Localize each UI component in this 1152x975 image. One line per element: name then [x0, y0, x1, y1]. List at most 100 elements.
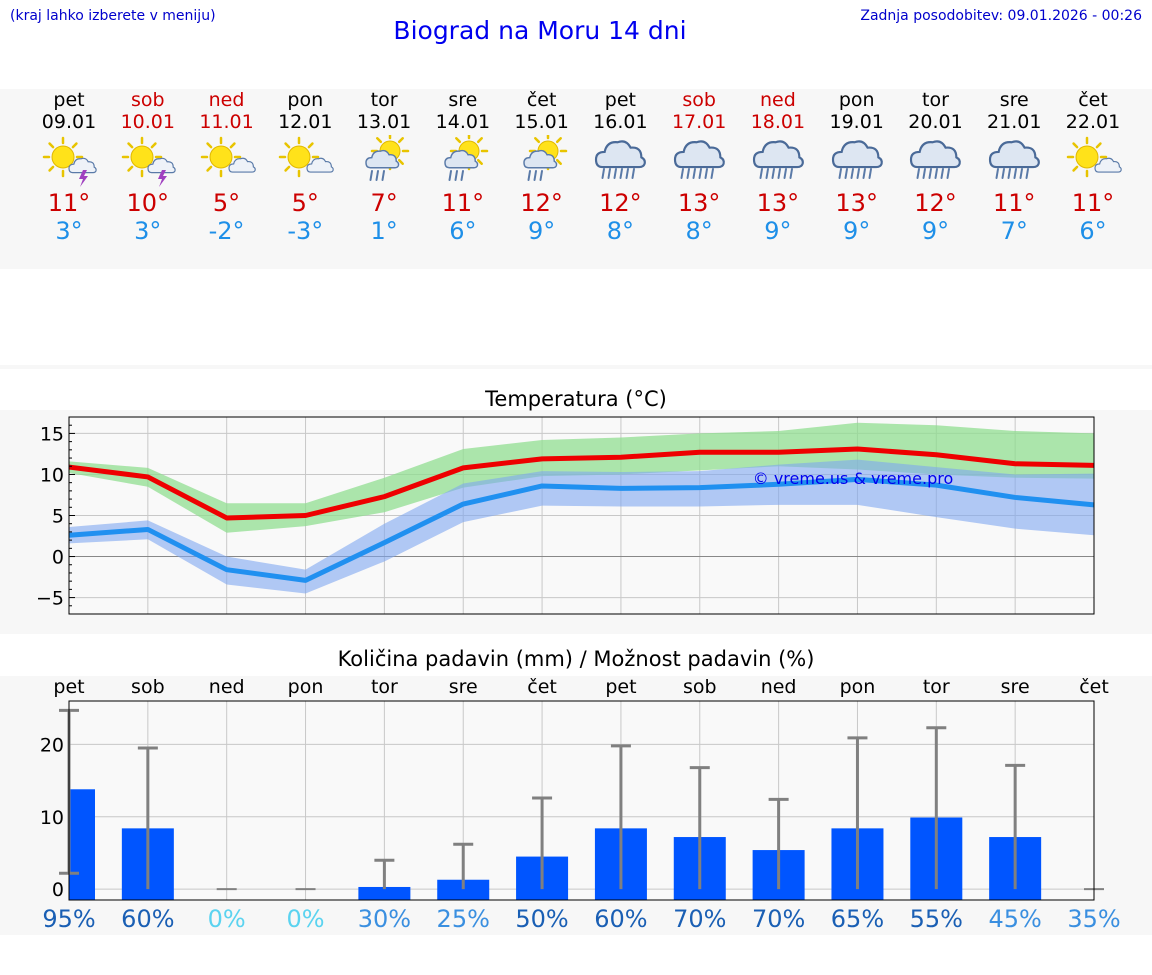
day-column: sre 21.01 11° 7°	[975, 89, 1053, 245]
day-name: pet	[53, 89, 85, 111]
forecast-band	[0, 89, 1152, 269]
x-category-label: čet	[527, 676, 557, 698]
plot-frame	[68, 700, 1095, 901]
day-temp-max: 11°	[1071, 189, 1115, 217]
day-column: pet 16.01 12° 8°	[581, 89, 659, 245]
y-tick-label: 10	[40, 807, 64, 829]
day-temp-min: 6°	[1079, 217, 1107, 245]
cloud-rain-icon	[827, 135, 887, 189]
sun-cloud-icon	[197, 135, 257, 189]
precip-probability: 70%	[752, 905, 805, 933]
day-name: čet	[526, 89, 557, 111]
sun-cloud-rain-icon	[512, 131, 572, 189]
cloud-rain-icon	[984, 135, 1044, 189]
precip-probability: 60%	[594, 905, 647, 933]
day-name: sre	[999, 89, 1029, 111]
day-temp-max: 13°	[835, 189, 878, 217]
day-date: 10.01	[120, 111, 175, 133]
precip-probability: 0%	[208, 905, 246, 933]
x-category-label: pon	[288, 676, 324, 698]
day-temp-min: 8°	[606, 217, 635, 245]
day-temp-min: -3°	[287, 217, 324, 245]
day-column: pet 09.01 11° 3°	[30, 89, 108, 245]
day-name: tor	[922, 89, 949, 111]
x-category-label: tor	[923, 676, 950, 698]
tmax-line	[68, 446, 1095, 521]
precip-probability: 25%	[437, 905, 490, 933]
x-category-label: sob	[683, 676, 717, 698]
day-temp-max: 10°	[126, 189, 170, 217]
x-category-label: sre	[1001, 676, 1030, 698]
day-date: 20.01	[908, 111, 963, 133]
day-temp-max: 13°	[677, 189, 721, 217]
day-name: pon	[838, 89, 875, 111]
precip-probability: 35%	[1067, 905, 1120, 933]
day-temp-min: 8°	[685, 217, 713, 245]
cloud-rain-icon	[905, 135, 965, 189]
day-date: 19.01	[829, 111, 884, 133]
day-temp-max: 12°	[599, 189, 642, 217]
day-temp-min: 9°	[764, 217, 792, 245]
day-temp-max: 12°	[520, 189, 563, 217]
day-column: pon 12.01 5° -3°	[266, 89, 344, 245]
precipitation-chart: pet sob ned pon tor sre čet pet sob ned pon tor sre č…	[40, 676, 1121, 933]
day-temp-min: 1°	[370, 217, 398, 245]
day-date: 22.01	[1065, 111, 1121, 133]
day-date: 21.01	[987, 111, 1042, 133]
precip-probability: 50%	[515, 905, 568, 933]
temp-chart-title: Temperatura (°C)	[485, 387, 667, 411]
cloud-rain-icon	[748, 135, 808, 189]
day-temp-min: 3°	[134, 217, 162, 245]
day-date: 16.01	[593, 111, 648, 133]
day-temp-max: 11°	[441, 189, 485, 217]
day-name: sob	[682, 89, 716, 111]
x-category-label: tor	[371, 676, 398, 698]
day-temp-max: 12°	[914, 189, 957, 217]
x-category-label: ned	[761, 676, 797, 698]
precip-probability: 60%	[121, 905, 174, 933]
sun-cloud-icon	[1063, 135, 1123, 189]
temperature-chart: 15 10 5 0 −5 © vreme.us & vreme.pro	[36, 416, 1095, 615]
precip-bar	[437, 879, 490, 900]
day-name: sre	[448, 89, 478, 111]
day-temp-min: 9°	[843, 217, 871, 245]
y-tick-label: 0	[52, 879, 64, 901]
day-column: čet 22.01 11° 6°	[1054, 89, 1132, 245]
location-hint: (kraj lahko izberete v meniju)	[10, 8, 216, 24]
last-update: Zadnja posodobitev: 09.01.2026 - 00:26	[860, 8, 1142, 24]
day-date: 15.01	[514, 111, 569, 133]
y-tick-label: 10	[40, 464, 64, 486]
sun-cloud-icon	[275, 135, 335, 189]
day-column: sre 14.01 11° 6°	[424, 89, 502, 245]
day-name: tor	[370, 89, 398, 111]
day-date: 17.01	[671, 111, 727, 133]
cloud-rain-icon	[669, 135, 729, 189]
y-tick-label: 20	[40, 734, 64, 756]
x-category-label: pet	[53, 676, 84, 698]
separator	[0, 365, 1152, 369]
precip-probability: 45%	[988, 905, 1041, 933]
day-column: ned 11.01 5° -2°	[188, 89, 266, 245]
day-name: pet	[604, 89, 636, 111]
day-name: ned	[208, 89, 245, 111]
day-name: pon	[287, 89, 324, 111]
day-temp-max: 11°	[47, 189, 91, 217]
x-category-label: sob	[131, 676, 165, 698]
day-temp-min: 7°	[1000, 217, 1028, 245]
precip-bar	[69, 789, 95, 900]
precip-probability: 70%	[673, 905, 726, 933]
day-temp-max: 11°	[992, 189, 1036, 217]
x-category-label: čet	[1079, 676, 1109, 698]
watermark: © vreme.us & vreme.pro	[753, 469, 954, 488]
precip-probability: 95%	[42, 905, 95, 933]
day-column: ned 18.01 13° 9°	[739, 89, 817, 245]
day-date: 18.01	[750, 111, 806, 133]
sun-cloud-thunder-icon	[39, 135, 99, 189]
day-column: sob 10.01 10° 3°	[109, 89, 187, 245]
day-temp-max: 5°	[212, 189, 241, 217]
day-date: 13.01	[356, 111, 412, 133]
day-name: sob	[130, 89, 165, 111]
day-column: tor 20.01 12° 9°	[896, 89, 974, 245]
y-tick-label: 5	[52, 506, 64, 528]
cloud-rain-icon	[590, 135, 650, 189]
